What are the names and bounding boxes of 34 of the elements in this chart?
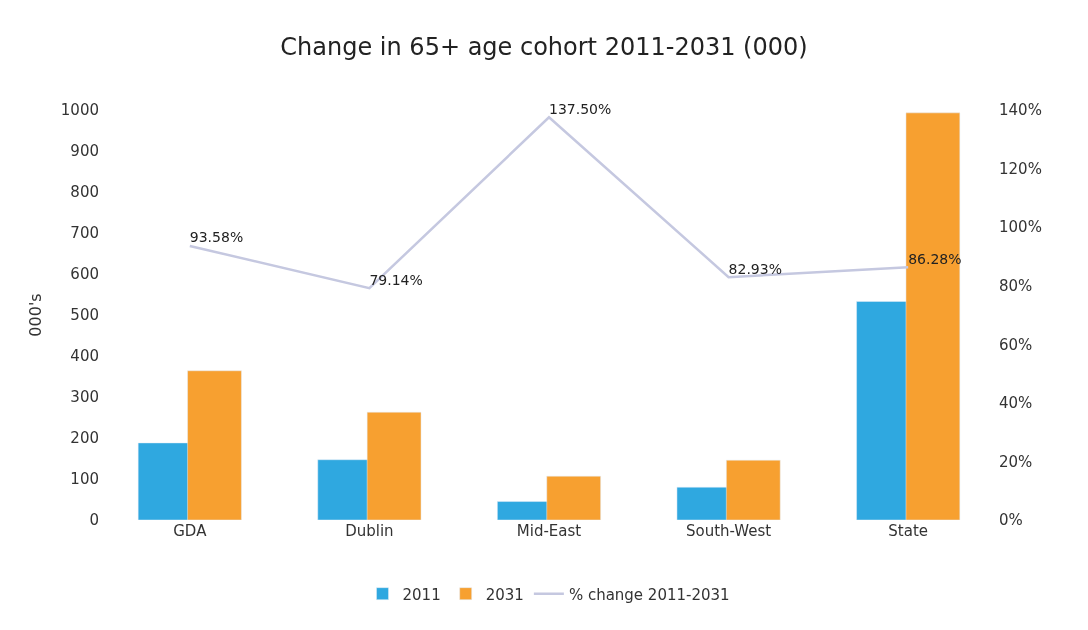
line-series [188, 116, 910, 290]
y2-tick-label: 140% [999, 101, 1042, 120]
y2-tick-label: 20% [999, 452, 1033, 471]
y-tick-label: 100 [70, 470, 99, 489]
y-tick-label: 400 [70, 347, 99, 366]
y-tick-label: 700 [70, 224, 99, 243]
y-tick-label: 900 [70, 142, 99, 161]
y-tick-label: 1000 [60, 101, 99, 120]
data-label: 93.58% [189, 229, 244, 246]
x-tick-label: South-West [685, 522, 772, 540]
y-tick-label: 500 [70, 306, 99, 325]
data-label: 79.14% [369, 271, 423, 288]
y-tick-label: 600 [70, 265, 99, 284]
data-label: 82.93% [728, 260, 782, 277]
x-tick-label: GDA [173, 522, 208, 540]
y2-tick-label: 40% [999, 394, 1033, 413]
y2-tick-label: 60% [999, 335, 1033, 354]
y2-tick-label: 120% [999, 159, 1042, 178]
x-tick-label: Mid-East [516, 522, 582, 540]
legend-label: 2011 [402, 585, 441, 604]
x-tick-label: Dublin [345, 522, 394, 540]
x-tick-label: State [888, 522, 929, 540]
y-tick-label: 200 [70, 429, 99, 448]
y2-tick-label: 100% [999, 218, 1042, 237]
y-tick-label: 0 [89, 511, 99, 530]
data-label: 137.50% [549, 100, 612, 117]
y-tick-label: 300 [70, 388, 99, 407]
chart-title: Change in 65+ age cohort 2011-2031 (000) [280, 32, 808, 61]
y-axis-title: 000's [25, 293, 45, 337]
legend-label: 2031 [485, 585, 524, 604]
y2-tick-label: 0% [999, 511, 1023, 530]
y2-tick-label: 80% [999, 276, 1033, 295]
legend-label: % change 2011-2031 [568, 585, 730, 604]
y-tick-label: 800 [70, 183, 99, 202]
